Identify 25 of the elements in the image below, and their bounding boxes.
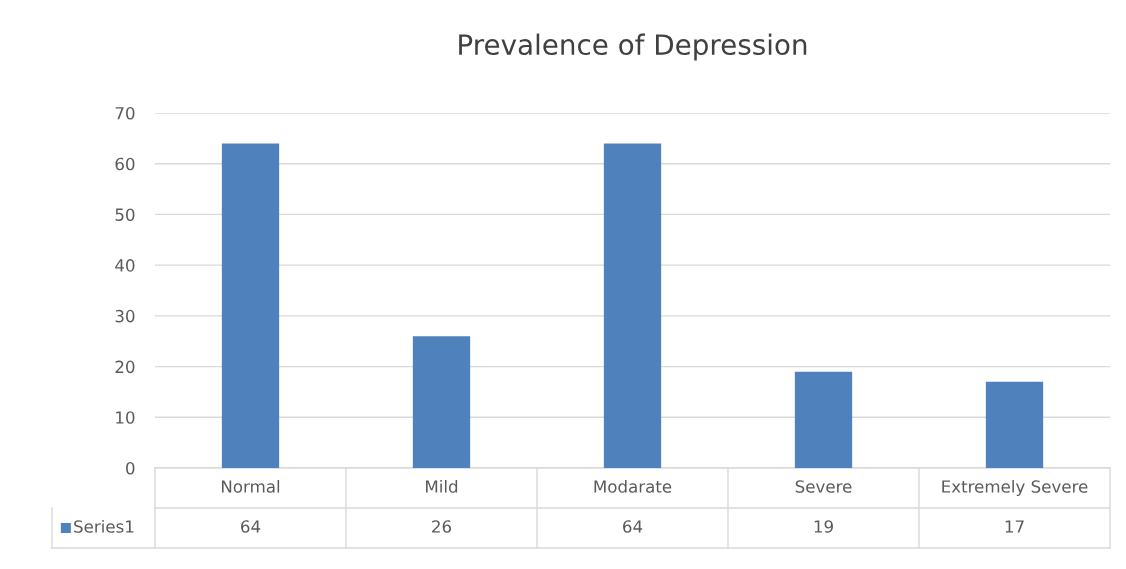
bar [603, 143, 662, 468]
y-tick-label: 30 [115, 309, 135, 323]
data-label: 64 [241, 520, 261, 533]
bar [985, 381, 1044, 468]
data-label: 19 [814, 520, 833, 533]
legend-label: Series1 [74, 519, 134, 533]
x-tick-label: Severe [795, 480, 852, 493]
data-label: 26 [432, 520, 452, 533]
bar [794, 371, 853, 468]
y-tick-label: 0 [126, 461, 135, 475]
x-tick-label: Extremely Severe [942, 479, 1088, 497]
x-tick-label: Mild [426, 479, 458, 493]
chart-title: Prevalence of Depression [459, 33, 807, 61]
y-tick-label: 50 [115, 208, 135, 221]
y-tick-label: 20 [115, 360, 135, 374]
data-label: 64 [623, 520, 643, 533]
bar [221, 143, 280, 468]
x-tick-label: Normal [221, 479, 280, 493]
data-label: 17 [1005, 520, 1024, 533]
x-tick-label: Modarate [594, 479, 672, 493]
y-tick-label: 70 [115, 106, 135, 120]
y-tick-label: 40 [115, 259, 135, 272]
y-tick-label: 60 [115, 157, 135, 171]
y-tick-label: 10 [116, 411, 135, 424]
bar [412, 336, 471, 468]
